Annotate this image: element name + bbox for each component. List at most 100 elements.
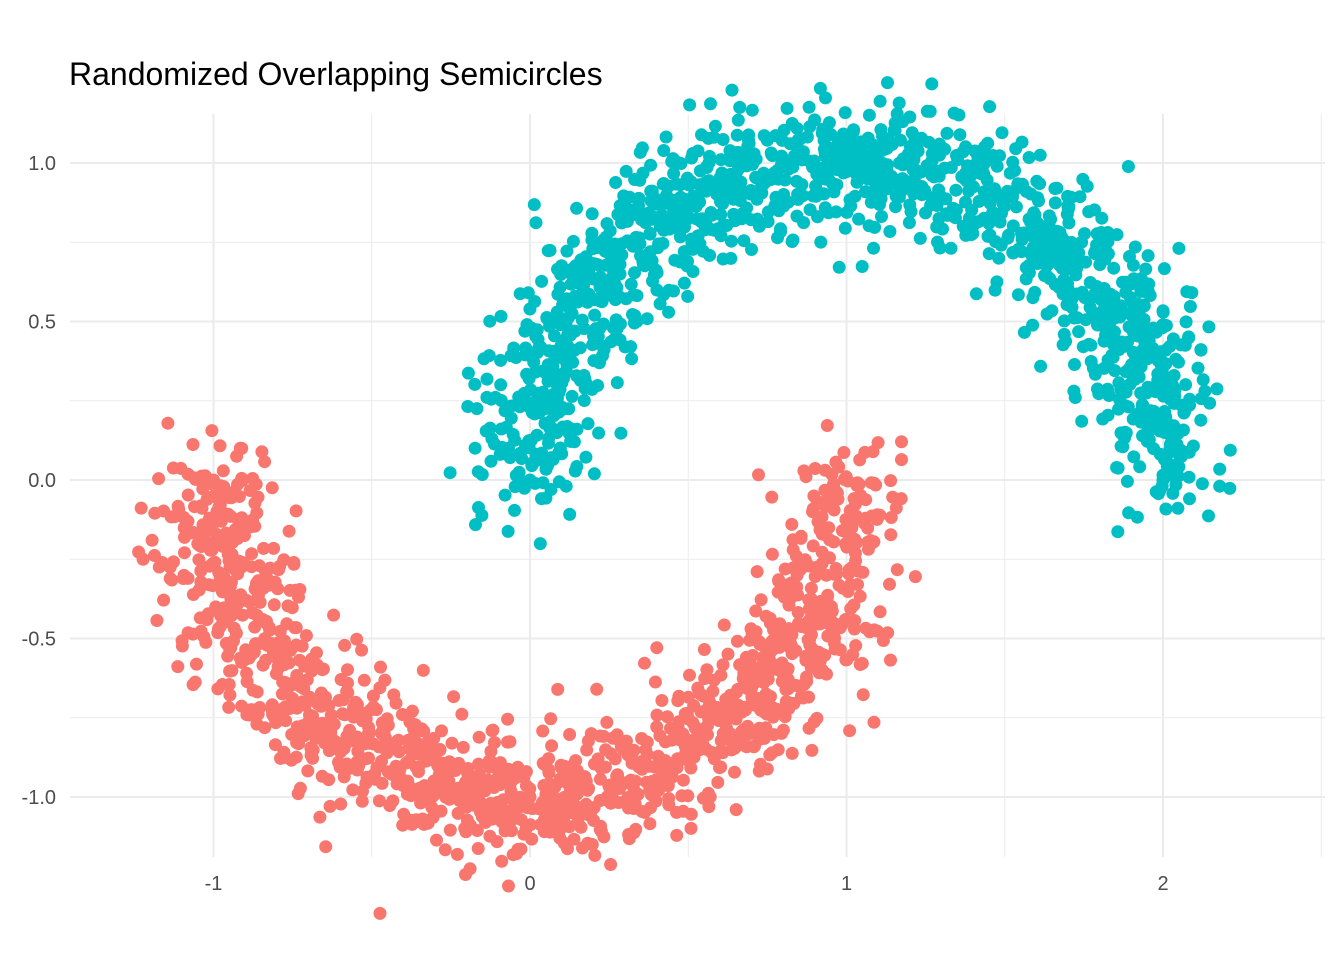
data-point [437,772,450,786]
data-point [741,139,755,153]
data-point [760,133,774,147]
data-point [362,736,376,750]
data-point [894,133,907,147]
data-point [498,824,512,838]
data-point [215,678,229,691]
data-point [693,164,707,178]
data-point [933,241,947,255]
data-point [727,740,741,754]
data-point [533,537,547,551]
data-point [861,131,875,145]
data-point [501,712,515,726]
data-point [791,588,805,602]
data-point [1210,382,1224,396]
data-point [953,128,967,142]
data-point [749,625,763,639]
data-point [547,329,561,343]
data-point [298,659,312,673]
data-point [664,721,677,735]
data-point [299,629,313,643]
data-point [346,783,360,797]
data-point [656,237,670,250]
data-point [785,644,799,657]
data-point [1111,525,1125,539]
data-point [392,733,405,747]
data-point [802,100,816,114]
data-point [1166,430,1180,443]
data-point [334,673,348,686]
data-point [211,530,225,544]
data-point [1150,410,1164,424]
data-point [884,528,898,542]
data-point [430,833,443,847]
data-point [171,499,185,513]
data-point [282,524,296,538]
data-point [670,177,683,191]
data-point [314,686,328,700]
data-point [332,694,346,707]
data-point [339,737,353,751]
data-point [821,205,834,219]
data-point [1116,275,1129,289]
data-point [340,685,354,698]
data-point [257,541,271,555]
data-point [956,219,970,233]
data-point [1002,228,1015,242]
data-point [472,768,486,781]
data-point [723,154,737,168]
y-tick-label: 0.0 [28,470,56,492]
data-point [506,848,520,862]
data-point [245,606,259,620]
data-point [279,700,292,714]
data-point [568,464,582,478]
data-point [572,770,586,784]
data-point [881,76,894,90]
data-point [527,198,541,212]
data-point [875,210,888,223]
data-point [644,158,658,172]
data-point [867,241,880,255]
data-point [1107,290,1121,303]
data-point [676,773,690,787]
data-point [694,215,708,229]
data-point [134,501,148,515]
data-point [450,847,464,861]
data-point [520,318,534,332]
data-point [658,735,672,749]
data-point [982,247,996,261]
data-point [763,616,777,630]
data-point [745,103,759,117]
data-point [866,445,880,459]
data-point [1022,151,1036,164]
data-point [808,462,822,475]
data-point [828,146,842,160]
data-point [225,664,239,678]
data-point [227,634,240,648]
data-point [560,244,574,258]
data-point [405,704,419,718]
data-point [636,756,650,770]
data-point [628,266,641,280]
data-point [668,253,682,267]
data-point [519,341,533,355]
data-point [797,464,811,478]
data-point [645,774,659,788]
data-point [1078,227,1091,241]
data-point [558,402,572,416]
data-point [485,432,499,446]
data-point [609,292,623,306]
data-point [803,203,817,217]
data-point [1156,473,1170,487]
data-point [625,352,639,366]
data-point [1134,415,1148,429]
data-point [619,164,633,178]
data-point [1053,230,1067,244]
data-point [504,784,518,798]
data-point [763,748,777,762]
data-point [766,662,780,676]
y-tick-label: 1.0 [28,153,56,175]
data-point [565,389,579,403]
data-point [894,492,908,506]
data-point [867,185,881,199]
